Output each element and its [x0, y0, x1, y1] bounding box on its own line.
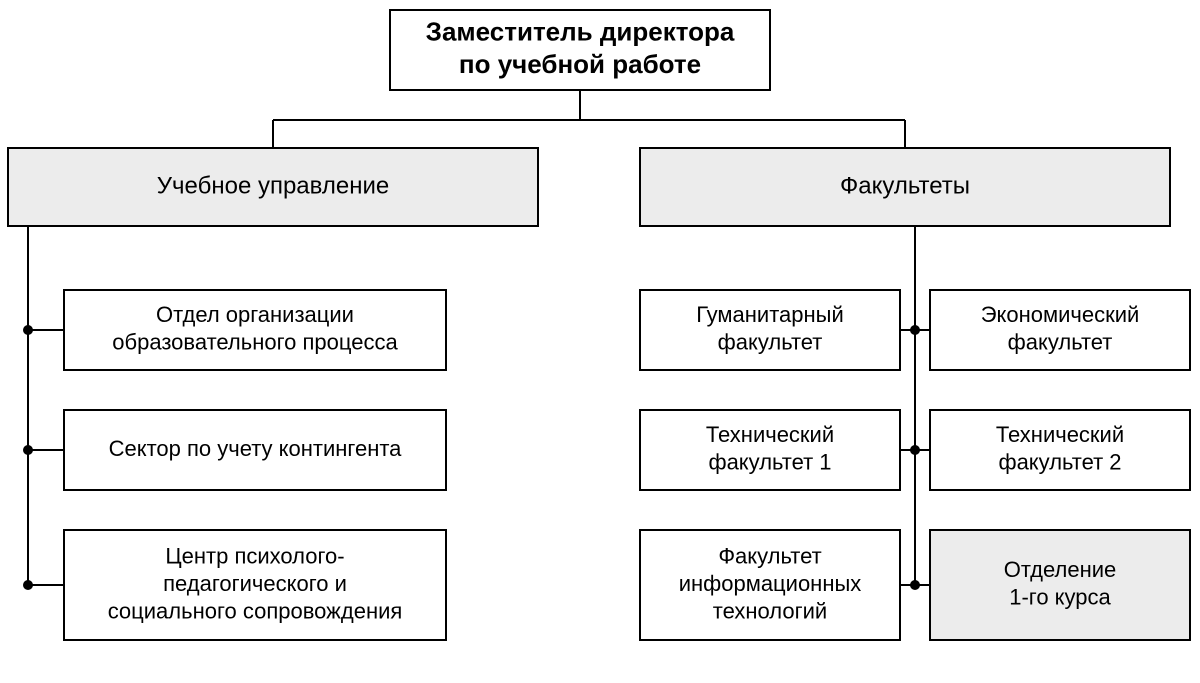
node-left: Учебное управление	[8, 148, 538, 226]
node-l1: Отдел организации образовательного процес…	[64, 290, 446, 370]
node-r2a: Технический факультет 1	[640, 410, 900, 490]
node-r3b-label: Отделение	[1004, 557, 1117, 582]
node-l1-label: образовательного процесса	[112, 330, 398, 355]
node-l2-label: Сектор по учету контингента	[109, 436, 403, 461]
node-r2b-label: факультет 2	[998, 450, 1121, 475]
node-r1a-label: Гуманитарный	[696, 302, 844, 327]
nodes: Заместитель директорапо учебной работе Уч…	[8, 10, 1190, 640]
node-r1a: Гуманитарный факультет	[640, 290, 900, 370]
node-r3a-label: технологий	[713, 598, 827, 623]
node-l2: Сектор по учету контингента	[64, 410, 446, 490]
node-l3-label: Центр психолого-	[165, 543, 344, 568]
node-r1b-label: Экономический	[981, 302, 1140, 327]
node-r2b: Технический факультет 2	[930, 410, 1190, 490]
node-right: Факультеты	[640, 148, 1170, 226]
org-chart: Заместитель директорапо учебной работе Уч…	[0, 0, 1200, 683]
node-right-label: Факультеты	[840, 172, 970, 199]
node-r3a-label: информационных	[679, 571, 862, 596]
node-l1-label: Отдел организации	[156, 302, 354, 327]
node-l3-label: педагогического и	[163, 571, 347, 596]
node-r3b: Отделение 1-го курса	[930, 530, 1190, 640]
node-r1b-label: факультет	[1008, 330, 1113, 355]
node-left-label: Учебное управление	[157, 172, 389, 199]
node-r1b: Экономический факультет	[930, 290, 1190, 370]
node-r3a: Факультет информационныхтехнологий	[640, 530, 900, 640]
node-r1a-label: факультет	[718, 330, 823, 355]
node-r2a-label: факультет 1	[708, 450, 831, 475]
node-r3b-label: 1-го курса	[1009, 585, 1111, 610]
node-r2a-label: Технический	[706, 422, 834, 447]
node-r2b-label: Технический	[996, 422, 1124, 447]
node-r3a-label: Факультет	[718, 543, 821, 568]
node-l3: Центр психолого-педагогического исоциаль…	[64, 530, 446, 640]
node-root: Заместитель директорапо учебной работе	[390, 10, 770, 90]
node-l3-label: социального сопровождения	[108, 598, 403, 623]
node-root-label: Заместитель директора	[426, 17, 735, 47]
node-root-label: по учебной работе	[459, 49, 701, 79]
